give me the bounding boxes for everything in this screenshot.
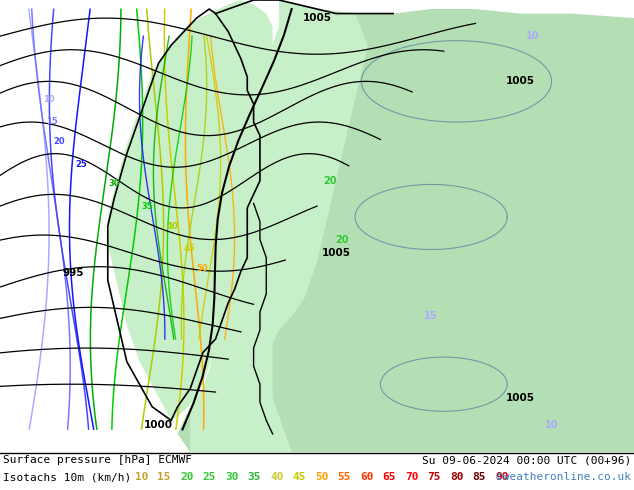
Text: 40: 40 [270,472,283,482]
Text: 995: 995 [62,269,84,278]
Text: 25: 25 [202,472,216,482]
Text: Surface pressure [hPa] ECMWF: Surface pressure [hPa] ECMWF [3,455,192,465]
Text: 90: 90 [495,472,508,482]
Text: ©weatheronline.co.uk: ©weatheronline.co.uk [496,472,631,482]
Text: 10: 10 [135,472,148,482]
Text: 15: 15 [46,118,58,126]
Text: 40: 40 [167,222,178,231]
Text: 65: 65 [382,472,396,482]
Text: 25: 25 [75,160,87,169]
Text: 1005: 1005 [505,76,534,86]
Text: 80: 80 [450,472,463,482]
Text: 45: 45 [292,472,306,482]
Text: 1005: 1005 [302,13,332,23]
Text: 10: 10 [526,31,540,41]
Text: 1000: 1000 [144,420,173,430]
Text: 75: 75 [427,472,441,482]
Text: Isotachs 10m (km/h): Isotachs 10m (km/h) [3,472,131,482]
Text: 60: 60 [360,472,373,482]
Text: 35: 35 [247,472,261,482]
Text: 15: 15 [157,472,171,482]
Text: 70: 70 [405,472,418,482]
Text: 45: 45 [183,245,195,253]
Text: 1005: 1005 [321,248,351,258]
Text: 85: 85 [472,472,486,482]
Text: 30: 30 [225,472,238,482]
Text: 1005: 1005 [505,393,534,403]
Text: 10: 10 [43,95,55,104]
Polygon shape [178,0,634,452]
Text: 30: 30 [108,179,119,189]
Text: 35: 35 [141,202,153,211]
Polygon shape [108,0,279,420]
Text: 50: 50 [315,472,328,482]
Text: 20: 20 [180,472,193,482]
Text: 20: 20 [53,137,65,146]
Text: Su 09-06-2024 00:00 UTC (00+96): Su 09-06-2024 00:00 UTC (00+96) [422,455,631,465]
Text: 55: 55 [337,472,351,482]
Text: 15: 15 [424,312,438,321]
Text: 10: 10 [545,420,559,430]
Text: 50: 50 [197,264,208,273]
Text: 20: 20 [335,235,349,245]
Polygon shape [190,0,368,452]
Text: 20: 20 [323,176,337,186]
